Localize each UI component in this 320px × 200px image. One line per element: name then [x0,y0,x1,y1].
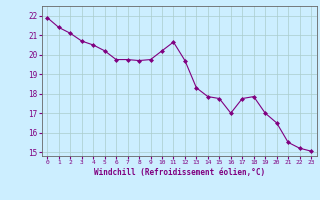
X-axis label: Windchill (Refroidissement éolien,°C): Windchill (Refroidissement éolien,°C) [94,168,265,177]
